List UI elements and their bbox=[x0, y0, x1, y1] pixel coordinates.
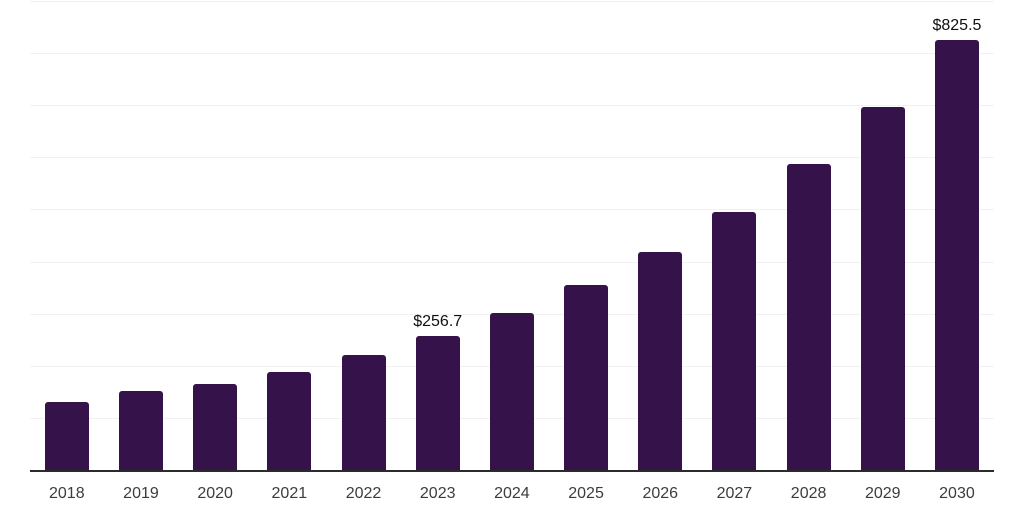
x-tick-2023: 2023 bbox=[419, 485, 456, 502]
x-tick-2019: 2019 bbox=[123, 485, 159, 502]
x-tick-2025: 2025 bbox=[568, 485, 604, 502]
bar-value-label-2030: $825.5 bbox=[932, 16, 982, 34]
gridline-900 bbox=[30, 1, 994, 2]
bar-2025 bbox=[564, 285, 609, 470]
x-tick-2024: 2024 bbox=[494, 485, 530, 502]
x-tick-2027: 2027 bbox=[716, 485, 753, 502]
x-axis-line bbox=[30, 470, 994, 472]
bar-value-label-2023: $256.7 bbox=[413, 313, 463, 331]
bar-2020 bbox=[193, 383, 238, 470]
x-tick-2022: 2022 bbox=[345, 485, 382, 502]
bar-2029 bbox=[860, 107, 905, 470]
gridline-700 bbox=[30, 105, 994, 107]
plot-area: $256.7 $825.5 bbox=[30, 1, 994, 470]
x-tick-2030: 2030 bbox=[939, 485, 975, 502]
bar-2023 bbox=[415, 336, 460, 470]
x-tick-2028: 2028 bbox=[790, 485, 827, 502]
bar-2021 bbox=[267, 371, 312, 470]
gridline-500 bbox=[30, 209, 994, 211]
x-tick-2026: 2026 bbox=[642, 485, 679, 502]
bar-2019 bbox=[118, 391, 163, 470]
bar-2027 bbox=[712, 212, 757, 470]
bar-2030 bbox=[934, 39, 979, 470]
bar-2024 bbox=[489, 312, 534, 470]
bar-2026 bbox=[638, 251, 683, 470]
bar-2028 bbox=[786, 164, 831, 470]
x-tick-2021: 2021 bbox=[271, 485, 308, 502]
gridline-800 bbox=[30, 53, 994, 55]
x-tick-2020: 2020 bbox=[197, 485, 233, 502]
x-tick-2018: 2018 bbox=[49, 485, 85, 502]
bar-2022 bbox=[341, 355, 386, 470]
gridline-600 bbox=[30, 157, 994, 159]
bar-2018 bbox=[44, 402, 89, 470]
gridline-400 bbox=[30, 261, 994, 263]
x-tick-2029: 2029 bbox=[864, 485, 901, 502]
